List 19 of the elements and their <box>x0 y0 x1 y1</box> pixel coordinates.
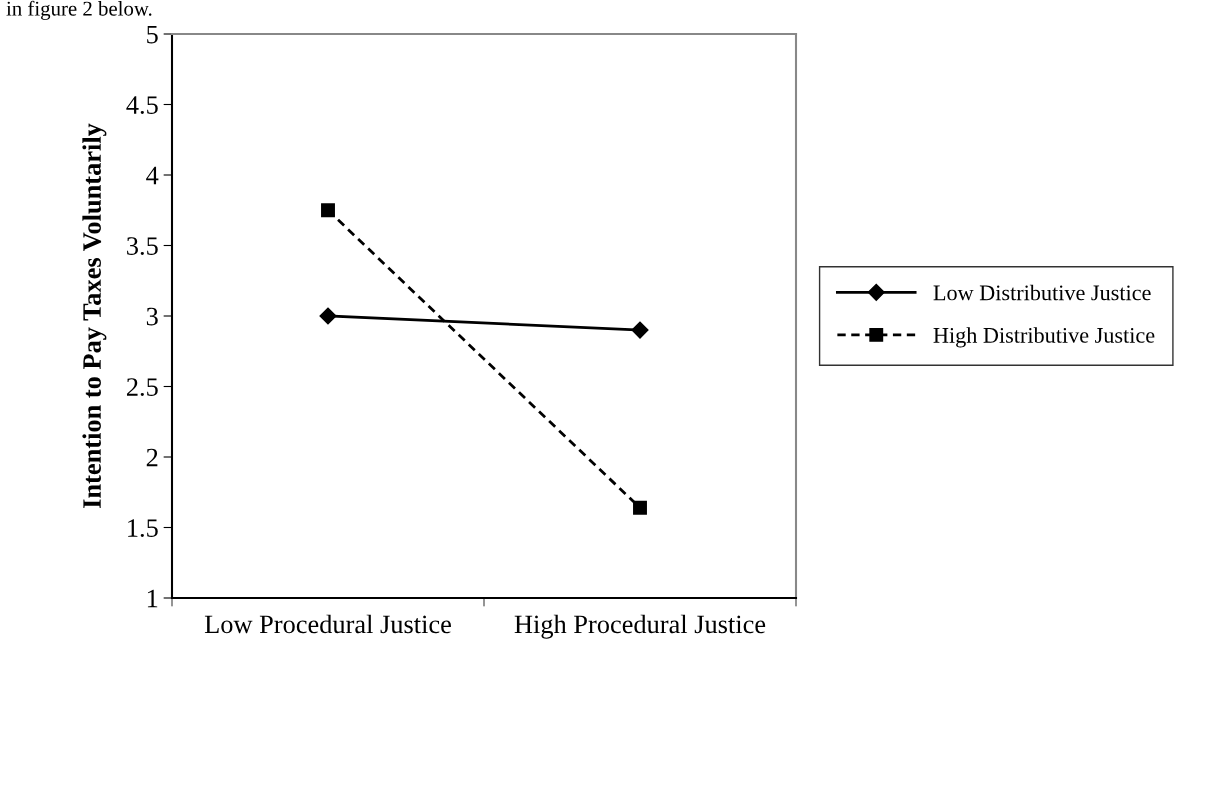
y-tick-label: 1.5 <box>128 519 158 538</box>
y-tick-label: 4.5 <box>126 96 158 115</box>
point <box>631 321 649 339</box>
y-tick-label: 3 <box>146 307 158 326</box>
x-tick-label: High Procedural Justice <box>514 614 766 639</box>
legend-label: Low Distributive Justice <box>933 284 1151 301</box>
y-tick-label: 2.5 <box>126 378 158 397</box>
y-tick-label: 3.5 <box>127 237 158 256</box>
legend-label: High Distributive Justice <box>933 327 1155 348</box>
y-tick-label: 4 <box>146 166 159 185</box>
y-tick-label: 1 <box>147 589 158 608</box>
point <box>319 307 337 325</box>
point <box>321 203 335 218</box>
y-tick-label: 5 <box>147 25 158 44</box>
x-tick-label: Low Procedural Justice <box>204 614 451 634</box>
point <box>633 500 647 515</box>
text: in figure 2 below. <box>6 0 152 20</box>
y-axis-title: Intention to Pay Taxes Voluntarily <box>82 123 107 508</box>
y-tick-label: 2 <box>146 448 158 467</box>
